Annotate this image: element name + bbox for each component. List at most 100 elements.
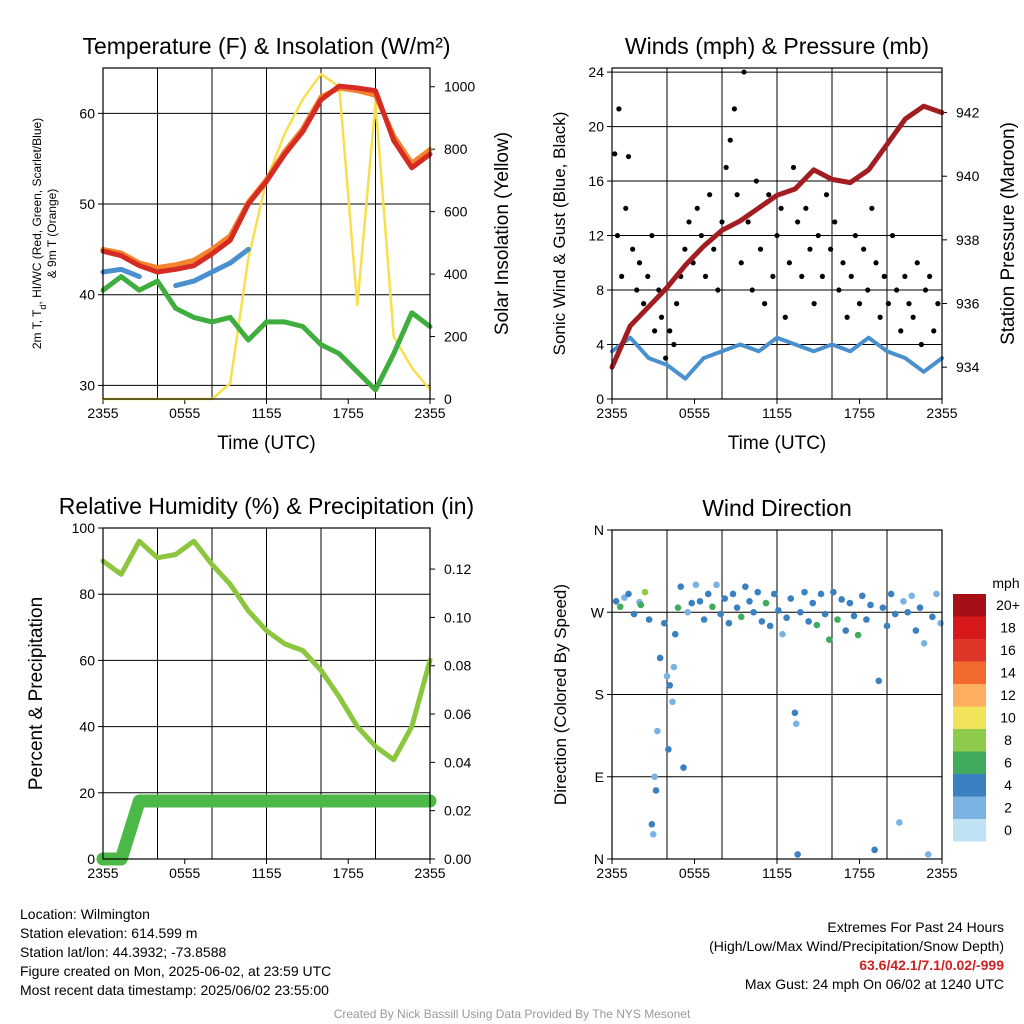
gust-point [832, 219, 838, 225]
humidity-y-tick-label: 40 [79, 719, 95, 735]
legend-swatch [953, 729, 986, 752]
temperature-y-axis-label: 2m T, Td, HI/WC (Red, Green, Scarlet/Blu… [30, 118, 48, 349]
wind_direction-y-tick-label: S [595, 687, 604, 703]
winds-x-tick-label: 1155 [762, 405, 792, 421]
gust-point [715, 287, 721, 293]
wind-direction-point [775, 607, 782, 614]
wind-direction-point [665, 746, 672, 753]
extremes-values: 63.6/42.1/7.1/0.02/-999 [859, 957, 1004, 973]
winds-y-tick-label: 16 [588, 173, 604, 189]
gust-point [652, 328, 658, 334]
gust-point [667, 328, 673, 334]
gust-point [914, 260, 920, 266]
legend-title: mph [992, 575, 1019, 591]
wind-direction-point [924, 851, 932, 858]
wind-direction-point [671, 630, 679, 638]
wind-direction-point [916, 604, 924, 611]
gust-point [848, 273, 854, 280]
humidity-y-right-tick-label: 0.02 [444, 803, 471, 819]
wind-direction-point [779, 630, 786, 638]
legend-label: 4 [1004, 777, 1012, 793]
wind-direction-point [656, 654, 664, 662]
legend-swatch [953, 639, 986, 662]
wind-direction-point [929, 613, 936, 621]
wind-direction-point [660, 619, 668, 627]
winds-plot-border [611, 67, 943, 400]
wind-direction-point [612, 597, 620, 605]
temperature-title: Temperature (F) & Insolation (W/m²) [82, 33, 450, 59]
wind-direction-point [637, 601, 645, 609]
winds-y-right-tick-label: 938 [956, 232, 980, 248]
wind-direction-point [717, 610, 724, 618]
humidity-y-right-tick-label: 0.10 [444, 609, 471, 625]
wind-direction-point [750, 608, 757, 616]
winds-x-axis-label: Time (UTC) [728, 433, 827, 454]
wind-direction-point [883, 622, 891, 630]
extremes-info: Extremes For Past 24 Hours (High/Low/Max… [709, 918, 1004, 994]
gust-point [616, 106, 622, 112]
wind-direction-point [692, 581, 700, 589]
wind_direction-x-tick-label: 0555 [679, 865, 710, 881]
gust-point [663, 355, 669, 361]
wind_direction-x-tick-label: 2355 [926, 865, 957, 881]
wind_direction-y-tick-label: N [594, 851, 604, 867]
legend-swatch [953, 661, 986, 684]
legend-swatch [953, 819, 986, 842]
gust-point [906, 301, 912, 307]
temperature-x-tick-label: 2355 [414, 405, 445, 421]
wind-direction-point [677, 583, 685, 590]
gust-point [614, 232, 621, 239]
gust-point [698, 232, 704, 239]
temperature-y-right-tick-label: 400 [444, 266, 468, 282]
series-t-d [100, 274, 433, 393]
gust-point [881, 273, 887, 280]
gust-point [734, 192, 740, 198]
winds-y-tick-label: 0 [596, 391, 604, 407]
winds-x-tick-label: 2355 [596, 405, 627, 421]
winds-y-right-tick-label: 936 [956, 296, 980, 312]
gust-point [918, 341, 924, 348]
wind-direction-point [770, 590, 778, 598]
humidity-y-tick-label: 0 [87, 851, 95, 867]
gust-point [774, 232, 780, 239]
wind-direction-point [625, 590, 632, 598]
wind_direction-y-tick-label: N [594, 522, 604, 538]
legend-swatch [953, 774, 986, 797]
legend-label: 2 [1004, 800, 1012, 816]
gust-point [658, 314, 665, 320]
credit-line: Created By Nick Bassill Using Data Provi… [333, 1007, 691, 1021]
max-gust: Max Gust: 24 mph On 06/02 at 1240 UTC [744, 976, 1004, 992]
temperature-y-right-tick-label: 600 [444, 204, 468, 220]
legend-label: 6 [1004, 755, 1012, 771]
winds-title: Winds (mph) & Pressure (mb) [625, 33, 929, 59]
gust-point [738, 260, 744, 266]
gust-point [702, 273, 709, 280]
legend-label: 10 [1000, 710, 1016, 726]
wind-direction-point [858, 592, 866, 600]
wind-direction-point [688, 599, 696, 607]
gust-point [770, 273, 776, 280]
legend-label: 0 [1004, 822, 1012, 838]
wind-direction-point [684, 608, 691, 616]
gust-point [745, 219, 751, 225]
gust-point [836, 287, 842, 293]
station-latlon: Station lat/lon: 44.3932; -73.8588 [20, 944, 227, 960]
gust-point [803, 205, 809, 211]
wind-direction-point [680, 764, 687, 771]
winds-x-tick-label: 1755 [844, 405, 875, 421]
legend-swatch [953, 706, 986, 729]
wind-direction-point [875, 677, 883, 685]
temperature-y-tick-label: 50 [79, 196, 95, 212]
wind-direction-point [809, 599, 817, 607]
wind-direction-point [920, 640, 928, 647]
wind-direction-point [704, 590, 712, 598]
gust-point [630, 246, 636, 252]
wind-direction-point [746, 597, 753, 605]
gust-point [778, 205, 784, 211]
wind-direction-point [754, 588, 762, 596]
humidity-x-tick-label: 0555 [169, 865, 200, 881]
temperature-y-right-tick-label: 200 [444, 329, 468, 345]
wind_direction-plot-border [611, 529, 943, 860]
gust-point [807, 246, 813, 252]
gust-point [762, 301, 768, 307]
